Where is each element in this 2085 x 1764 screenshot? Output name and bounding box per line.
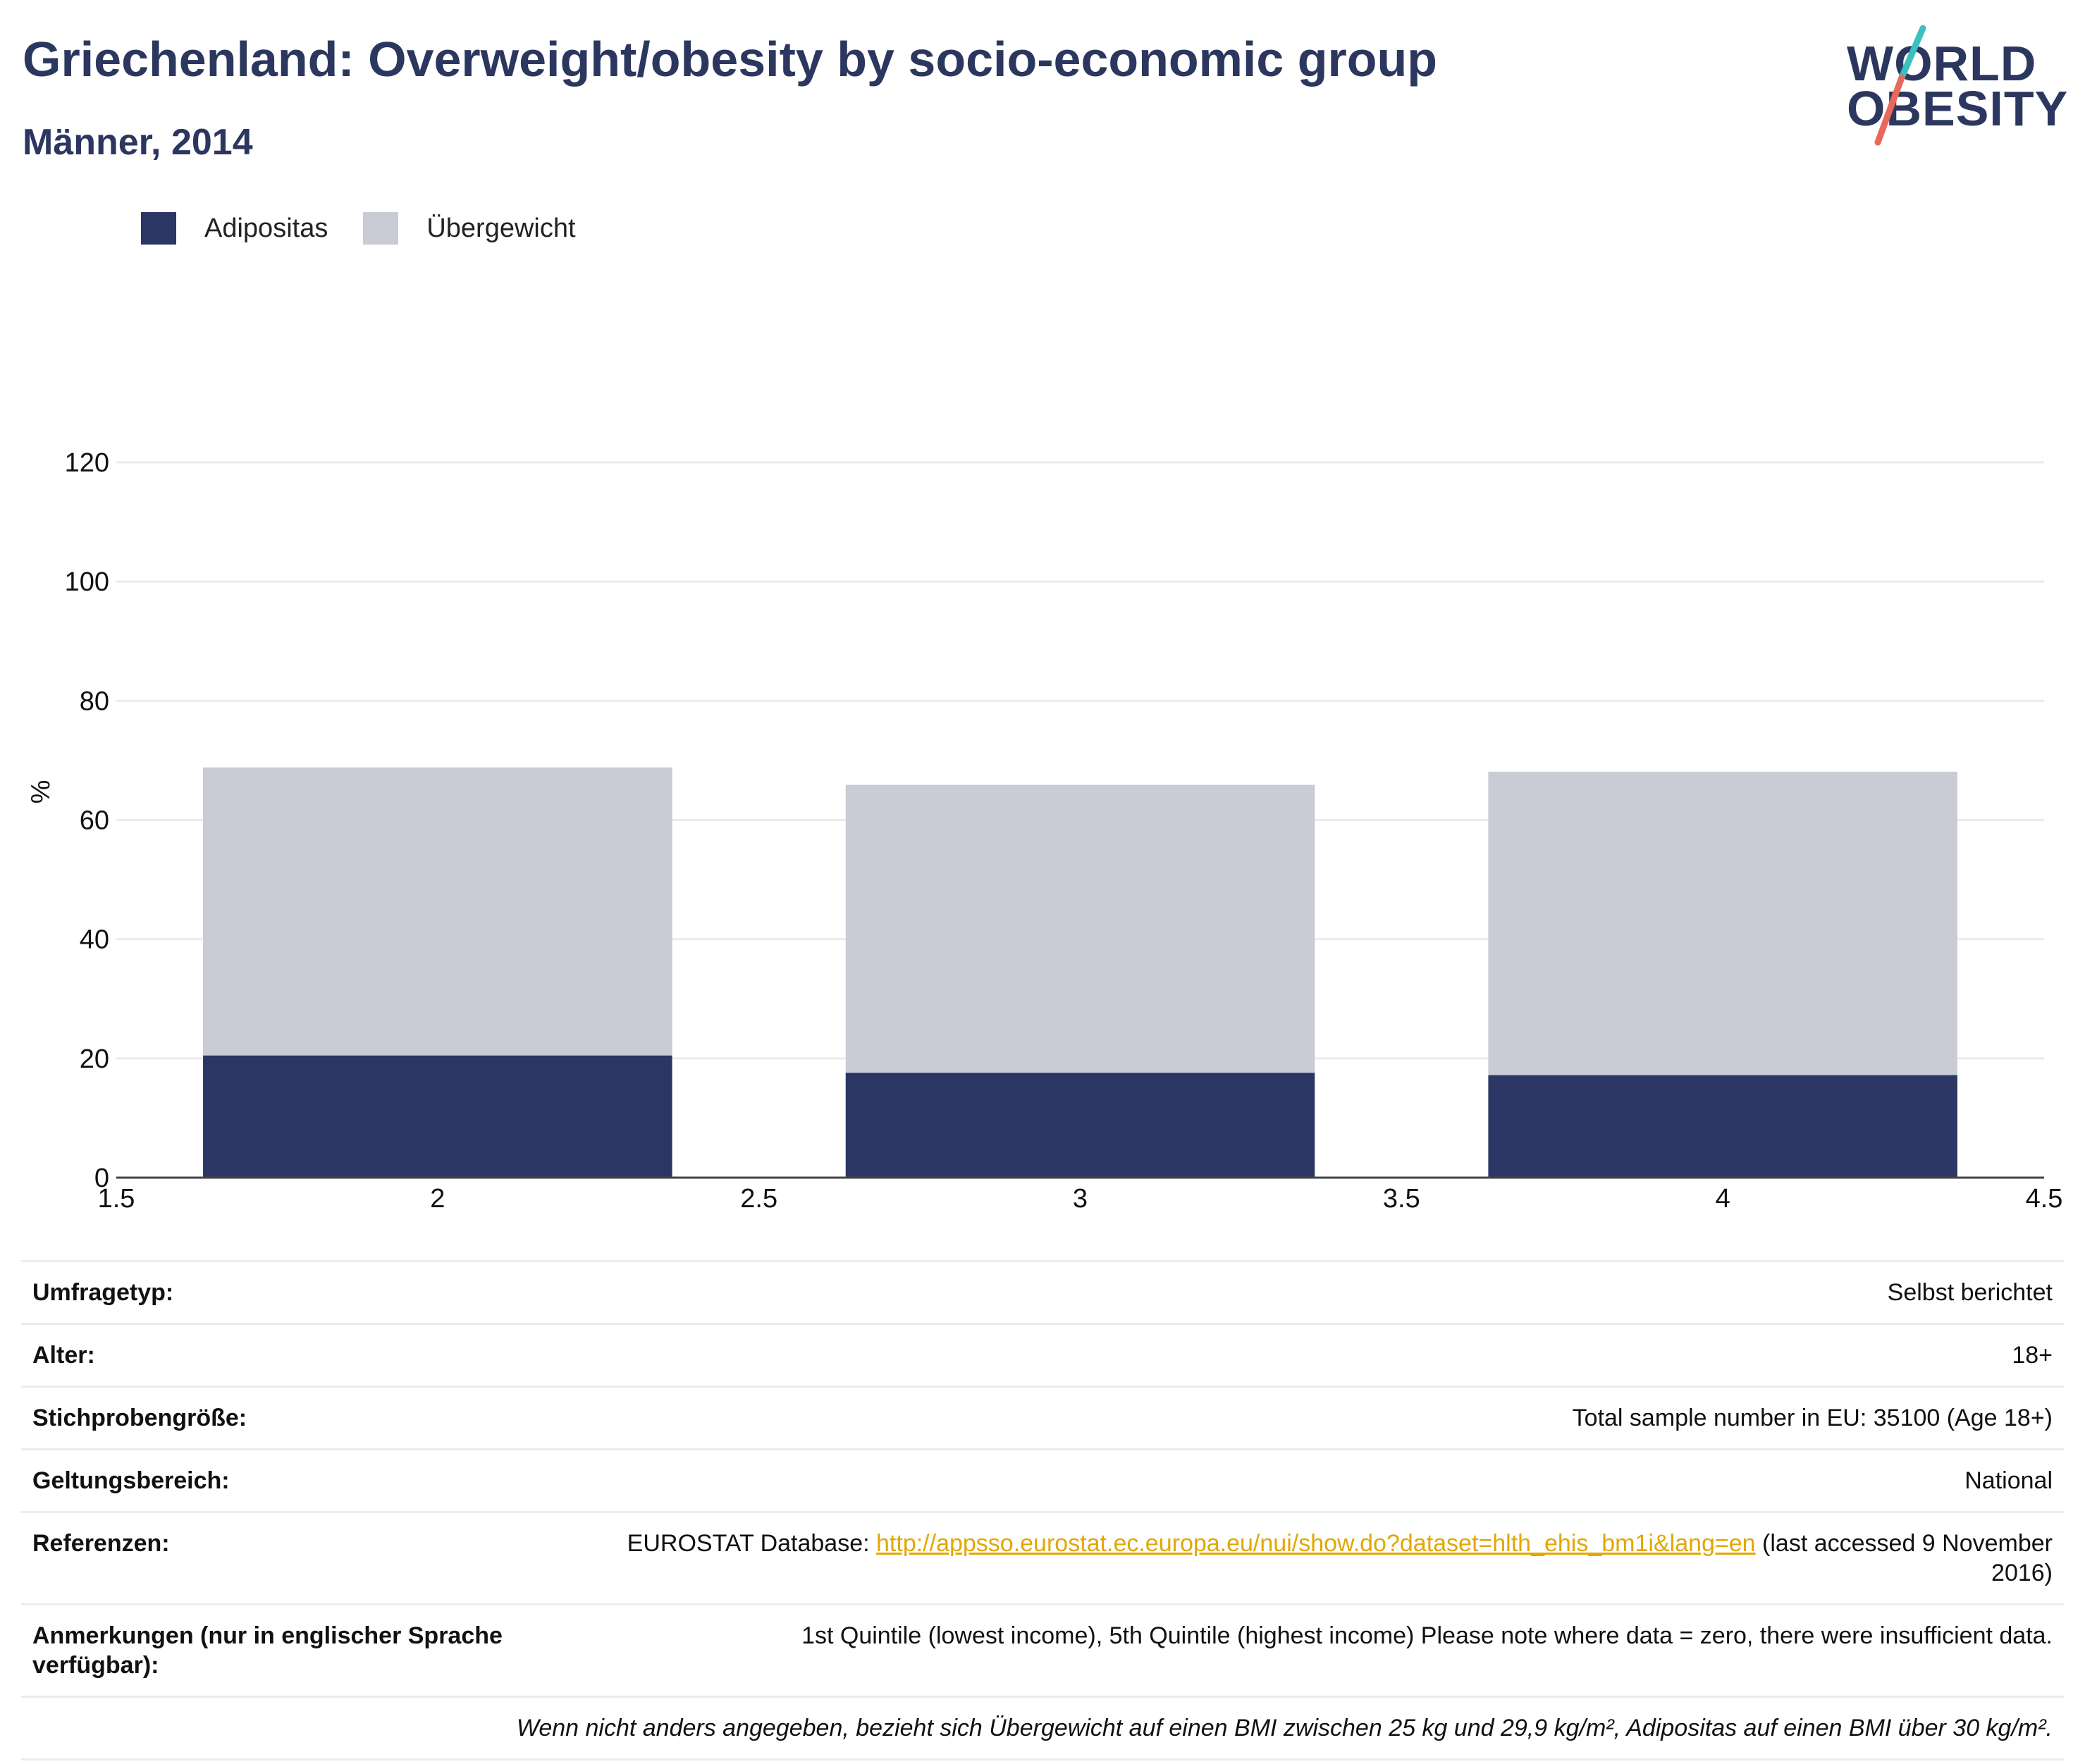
info-table: Umfragetyp: Selbst berichtet Alter: 18+ … [21,1260,2064,1760]
references-value: EUROSTAT Database: http://appsso.eurosta… [557,1512,2064,1605]
chart-subtitle: Männer, 2014 [23,122,253,163]
legend-item-adipositas[interactable]: Adipositas [141,212,328,245]
x-tick-label: 2.5 [740,1184,777,1214]
references-label: Referenzen: [32,1530,170,1557]
x-tick-label: 4.5 [2026,1184,2063,1214]
age-label: Alter: [32,1342,95,1369]
x-tick-label: 3.5 [1383,1184,1420,1214]
y-tick-label: 0 [94,1164,109,1193]
scope-value: National [1964,1467,2053,1494]
survey-type-label: Umfragetyp: [32,1279,174,1306]
y-tick-label: 60 [80,806,109,836]
bar-adipositas [1488,1075,1957,1178]
footnote: Wenn nicht anders angegeben, bezieht sic… [516,1715,2053,1741]
y-tick-label: 40 [80,925,109,955]
legend-label-adipositas: Adipositas [204,213,328,243]
survey-type-value: Selbst berichtet [1887,1279,2053,1306]
x-tick-label: 1.5 [98,1184,135,1214]
sample-size-value: Total sample number in EU: 35100 (Age 18… [1572,1405,2053,1431]
y-tick-label: 20 [80,1044,109,1074]
logo-slash-icon [1874,25,1926,146]
y-tick-label: 100 [65,567,109,597]
bar-uebergewicht [203,767,672,1056]
scope-label: Geltungsbereich: [32,1467,230,1494]
world-obesity-logo: WORLD OBESITY [1840,21,2072,148]
info-row-age: Alter: 18+ [21,1324,2064,1387]
legend-item-uebergewicht[interactable]: Übergewicht [363,212,576,245]
bar-uebergewicht [1488,771,1957,1075]
bars-group [203,767,1957,1178]
y-tick-label: 120 [65,448,109,478]
logo-text-line1: WORLD [1847,36,2037,91]
info-row-survey-type: Umfragetyp: Selbst berichtet [21,1261,2064,1324]
legend-swatch-adipositas [141,212,176,245]
bar-uebergewicht [845,784,1315,1073]
sample-size-label: Stichprobengröße: [32,1405,247,1431]
info-row-notes: Anmerkungen (nur in englischer Sprache v… [21,1604,2064,1697]
notes-value: 1st Quintile (lowest income), 5th Quinti… [801,1622,2053,1649]
x-tick-label: 3 [1073,1184,1088,1214]
info-row-scope: Geltungsbereich: National [21,1449,2064,1512]
y-tick-label: 80 [80,686,109,716]
info-row-references: Referenzen: EUROSTAT Database: http://ap… [21,1512,2064,1605]
axes-group: 0 20 40 60 80 100 120 1.5 2 2.5 3 3.5 4 4.5% [26,448,2062,1214]
age-value: 18+ [2012,1342,2053,1369]
x-tick-label: 2 [430,1184,445,1214]
chart-title: Griechenland: Overweight/obesity by soci… [23,32,1438,87]
bar-adipositas [203,1055,672,1178]
info-row-footnote: Wenn nicht anders angegeben, bezieht sic… [21,1696,2064,1760]
legend-label-uebergewicht: Übergewicht [426,213,576,243]
references-suffix: (last accessed 9 November 2016) [1755,1530,2053,1586]
references-prefix: EUROSTAT Database: [627,1530,877,1557]
bar-adipositas [845,1073,1315,1178]
y-axis-title: % [26,780,56,804]
chart-legend: Adipositas Übergewicht [141,210,611,247]
stacked-bar-chart: 0 20 40 60 80 100 120 1.5 2 2.5 3 3.5 4 4.5% [26,448,2062,1214]
legend-swatch-uebergewicht [363,212,399,245]
x-tick-label: 4 [1716,1184,1730,1214]
info-row-sample-size: Stichprobengröße: Total sample number in… [21,1386,2064,1450]
references-link[interactable]: http://appsso.eurostat.ec.europa.eu/nui/… [876,1530,1756,1557]
notes-label: Anmerkungen (nur in englischer Sprache v… [32,1622,503,1679]
